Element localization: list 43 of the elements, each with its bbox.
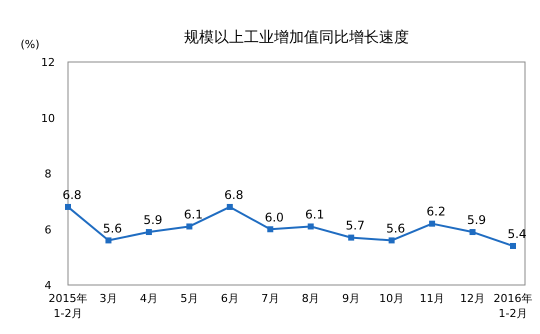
- data-label: 5.9: [467, 213, 486, 228]
- y-tick-label: 6: [44, 223, 52, 236]
- point: [226, 204, 233, 210]
- data-label: 5.7: [346, 218, 365, 233]
- x-tick-label: 7月: [261, 292, 280, 305]
- x-tick-label: 6月: [220, 292, 239, 305]
- point: [105, 237, 112, 244]
- x-tick-label: 3月: [99, 292, 118, 305]
- point: [388, 237, 395, 244]
- x-tick-label: 10月: [379, 292, 404, 305]
- chart-title: 规模以上工业增加值同比增长速度: [184, 28, 409, 46]
- point: [186, 223, 192, 230]
- x-tick-label: 9月: [342, 292, 360, 305]
- point: [267, 226, 274, 232]
- x-tick-label: 12月: [460, 292, 486, 305]
- data-label: 6.8: [224, 188, 244, 202]
- point: [308, 223, 314, 230]
- x-tick-label: 11月: [420, 292, 445, 305]
- point: [348, 234, 354, 241]
- x-tick-label: 5月: [180, 292, 198, 305]
- y-tick-label: 10: [41, 112, 55, 125]
- data-label: 6.1: [305, 207, 324, 222]
- y-tick-label: 4: [44, 279, 52, 292]
- data-label: 6.8: [62, 188, 82, 202]
- data-label: 5.4: [507, 226, 527, 241]
- x-tick-label: 2016年 1-2月: [494, 292, 532, 320]
- point: [510, 242, 516, 249]
- data-label: 5.9: [143, 213, 162, 228]
- data-label: 6.0: [264, 210, 284, 224]
- y-tick-label: 12: [41, 56, 55, 69]
- point: [429, 220, 436, 227]
- x-tick-label: 4月: [140, 292, 158, 305]
- point: [65, 204, 71, 210]
- point: [146, 229, 152, 236]
- y-tick-label: 8: [44, 168, 52, 180]
- point: [470, 229, 476, 236]
- x-tick-label: 2015年 1-2月: [48, 292, 88, 320]
- data-label: 6.1: [184, 207, 203, 222]
- y-axis-title: (%): [20, 38, 40, 51]
- x-tick-label: 8月: [302, 292, 320, 305]
- data-label: 5.6: [102, 221, 122, 236]
- data-label: 5.6: [386, 221, 406, 236]
- data-label: 6.2: [426, 204, 446, 219]
